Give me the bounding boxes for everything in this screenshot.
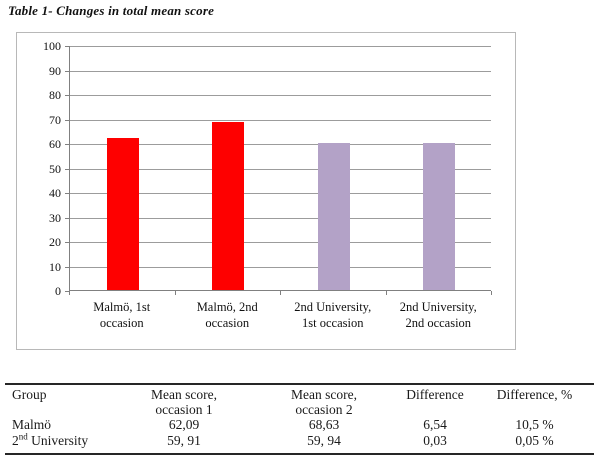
y-axis-tick-label: 10: [49, 259, 61, 274]
gridline: [70, 144, 491, 145]
y-axis-tick-label: 70: [49, 112, 61, 127]
table-header-row: Group Mean score, occasion 1 Mean score,…: [5, 387, 594, 417]
gridline: [70, 95, 491, 96]
y-axis-tick-label: 0: [55, 284, 61, 298]
chart-bar-3: [317, 143, 350, 290]
x-axis-tick: [280, 291, 281, 295]
gridline: [70, 70, 491, 72]
y-axis-tick: [65, 266, 69, 268]
gridline: [70, 266, 491, 268]
gridline: [70, 242, 491, 243]
table-row-malmo: Malmö 62,09 68,63 6,54 10,5 %: [5, 417, 594, 433]
y-axis-tick: [65, 242, 69, 243]
chart-plot-area: [69, 46, 491, 291]
x-axis-category-label: Malmö, 1st occasion: [93, 300, 151, 330]
y-axis-tick-label: 40: [49, 186, 61, 200]
table-cell-difference-pct: 10,5 %: [515, 417, 554, 432]
y-axis-tick: [65, 95, 69, 96]
table-header-group: Group: [12, 387, 47, 402]
table-cell-mean2: 68,63: [308, 417, 340, 432]
y-axis-tick: [65, 119, 69, 121]
table-cell-difference: 0,03: [423, 433, 447, 448]
y-axis-tick: [65, 193, 69, 194]
chart-bar-1: [106, 137, 139, 290]
table-cell-mean1: 62,09: [168, 417, 200, 432]
table-header-difference-pct: Difference, %: [496, 387, 573, 402]
y-axis-tick: [65, 46, 69, 47]
y-axis-tick: [65, 291, 69, 292]
y-axis-tick-label: 30: [49, 210, 61, 225]
table-header-difference: Difference: [406, 387, 464, 402]
table-cell-group: 2nd University: [12, 431, 89, 448]
gridline: [70, 217, 491, 219]
y-axis-tick-label: 90: [49, 63, 61, 78]
x-axis-tick: [385, 291, 387, 295]
gridline: [70, 119, 491, 121]
x-axis-tick: [174, 291, 176, 295]
table-cell-mean1: 59, 91: [167, 433, 201, 448]
x-axis-category-label: 2nd University, 2nd occasion: [399, 300, 477, 330]
table-cell-group: Malmö: [12, 417, 51, 432]
y-axis-tick-label: 60: [49, 137, 61, 151]
table-header-mean-occasion-1: Mean score, occasion 1: [151, 387, 217, 417]
x-axis-category-label: 2nd University, 1st occasion: [294, 300, 372, 330]
bar-chart: 0 10 20 30 40 50 60 70 80 90 100 Malmö, 1st occasio…: [16, 32, 516, 350]
chart-bar-2: [212, 121, 245, 290]
summary-table: Group Mean score, occasion 1 Mean score,…: [5, 383, 594, 455]
table-row-2nd-university: 2nd University 59, 91 59, 94 0,03 0,05 %: [5, 431, 594, 449]
table-cell-difference: 6,54: [423, 417, 447, 432]
gridline: [70, 168, 491, 170]
y-axis-tick-label: 80: [49, 88, 61, 102]
x-axis-tick: [69, 291, 70, 295]
x-axis-category-label: Malmö, 2nd occasion: [196, 300, 258, 330]
y-axis-tick-label: 20: [49, 235, 61, 249]
y-axis-tick: [65, 70, 69, 72]
y-axis-tick-label: 100: [43, 39, 61, 53]
y-axis-tick: [65, 144, 69, 145]
x-axis-tick: [491, 291, 492, 295]
table-header-mean-occasion-2: Mean score, occasion 2: [291, 387, 357, 417]
y-axis-tick: [65, 168, 69, 170]
chart-bar-4: [423, 143, 456, 290]
y-axis-tick: [65, 217, 69, 219]
gridline: [70, 46, 491, 47]
table-cell-mean2: 59, 94: [307, 433, 341, 448]
table-caption: Table 1- Changes in total mean score: [8, 3, 215, 18]
gridline: [70, 193, 491, 194]
table-cell-difference-pct: 0,05 %: [515, 433, 554, 448]
y-axis-tick-label: 50: [49, 161, 61, 176]
